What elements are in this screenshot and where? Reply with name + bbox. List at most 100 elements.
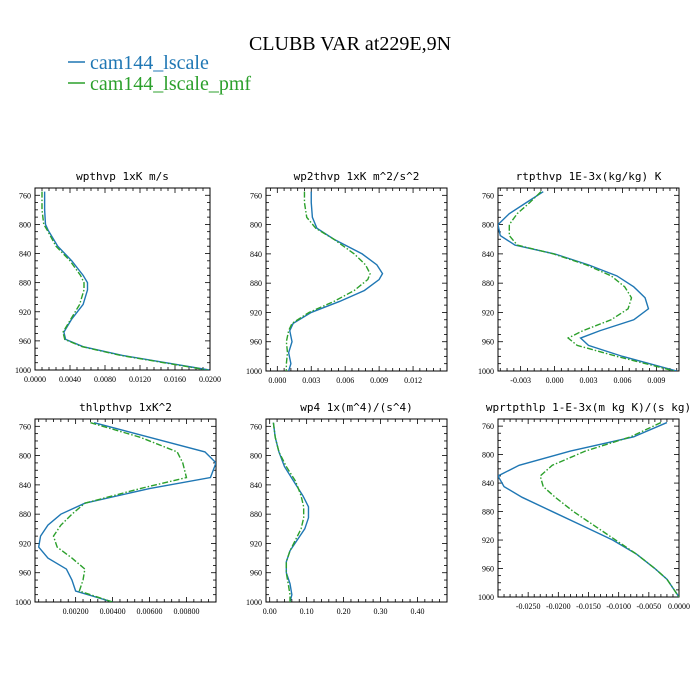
x-tick-label: 0.0000: [24, 375, 46, 384]
x-tick-label: -0.0050: [636, 602, 661, 611]
series-line-cam144-lscale-pmf: [272, 422, 305, 602]
y-tick-label: 840: [482, 250, 494, 259]
x-tick-label: 0.009: [647, 376, 665, 385]
panel-3: rtpthvp 1E-3x(kg/kg) K 760 800 840 880 920 960…: [478, 170, 680, 385]
x-tick-label: 0.0120: [129, 375, 151, 384]
y-tick-label: 840: [250, 481, 262, 490]
panel-title: wpthvp 1xK m/s: [76, 170, 169, 183]
y-tick-label: 800: [482, 451, 494, 460]
y-tick-label: 880: [19, 510, 31, 519]
panel-title: wp4 1x(m^4)/(s^4): [300, 401, 413, 414]
plot-frame: [34, 187, 211, 371]
x-tick-label: -0.0150: [576, 602, 601, 611]
y-tick-label: 880: [250, 510, 262, 519]
y-tick-label: 840: [19, 250, 31, 259]
x-tick-label: -0.0250: [516, 602, 541, 611]
y-tick-label: 1000: [246, 367, 262, 376]
y-tick-label: 960: [250, 338, 262, 347]
series-group: [498, 421, 679, 597]
x-tick-label: 0.0160: [164, 375, 186, 384]
y-tick-label: 880: [250, 279, 262, 288]
legend-label-lscale-pmf: cam144_lscale_pmf: [90, 73, 251, 95]
y-tick-label: 840: [482, 479, 494, 488]
y-tick-label: 880: [482, 279, 494, 288]
y-tick-label: 1000: [246, 598, 262, 607]
y-tick-label: 960: [19, 337, 31, 346]
panels: wpthvp 1xK m/s76080084088092096010000.00…: [15, 170, 691, 616]
series-line-cam144-lscale: [498, 421, 679, 597]
x-tick-label: -0.003: [510, 376, 531, 385]
panel-5: wp4 1x(m^4)/(s^4)76080084088092096010000…: [246, 401, 448, 616]
series-line-cam144-lscale: [37, 421, 216, 602]
y-tick-label: 880: [482, 508, 494, 517]
y-tick-label: 920: [482, 536, 494, 545]
x-tick-label: 0.00600: [137, 607, 163, 616]
x-tick-label: 0.000: [546, 376, 564, 385]
x-tick-label: 0.006: [336, 376, 354, 385]
plot-frame: [497, 418, 680, 598]
x-tick-label: 0.000: [268, 376, 286, 385]
plot-frame: [265, 187, 448, 372]
x-tick-label: 0.006: [613, 376, 631, 385]
y-tick-label: 920: [250, 308, 262, 317]
y-tick-label: 800: [19, 220, 31, 229]
panel-title: wp2thvp 1xK m^2/s^2: [294, 170, 420, 183]
series-line-cam144-lscale: [43, 191, 210, 370]
y-tick-label: 920: [482, 308, 494, 317]
y-tick-label: 760: [482, 422, 494, 431]
y-tick-label: 920: [19, 539, 31, 548]
legend-label-lscale: cam144_lscale: [90, 52, 209, 74]
series-line-cam144-lscale-pmf: [285, 191, 371, 371]
series-line-cam144-lscale-pmf: [52, 421, 188, 602]
series-line-cam144-lscale: [287, 191, 384, 371]
x-tick-label: 0.0000: [668, 602, 690, 611]
series-line-cam144-lscale-pmf: [539, 421, 679, 597]
y-tick-label: 880: [19, 279, 31, 288]
x-tick-label: 0.0200: [199, 375, 221, 384]
y-tick-label: 760: [19, 191, 31, 200]
y-tick-label: 1000: [478, 593, 494, 602]
x-tick-label: 0.00800: [173, 607, 199, 616]
panel-2: wp2thvp 1xK m^2/s^2 760 800 840 880 920 960 100…: [246, 170, 448, 385]
series-line-cam144-lscale-pmf: [41, 191, 208, 370]
x-tick-label: 0.00200: [63, 607, 89, 616]
series-line-cam144-lscale: [498, 191, 677, 371]
series-group: [41, 191, 210, 370]
x-tick-label: 0.20: [337, 607, 351, 616]
y-tick-label: 920: [250, 539, 262, 548]
y-tick-label: 960: [482, 565, 494, 574]
series-group: [285, 191, 384, 371]
y-tick-label: 920: [19, 308, 31, 317]
x-tick-label: -0.0200: [546, 602, 571, 611]
x-tick-label: 0.00: [263, 607, 277, 616]
y-tick-label: 1000: [15, 598, 31, 607]
x-tick-label: 0.009: [370, 376, 388, 385]
y-tick-label: 760: [250, 422, 262, 431]
x-tick-label: 0.10: [300, 607, 314, 616]
panel-1: wpthvp 1xK m/s76080084088092096010000.00…: [15, 170, 221, 384]
y-tick-label: 840: [250, 250, 262, 259]
y-tick-label: 960: [482, 338, 494, 347]
panel-title: wprtpthlp 1-E-3x(m kg K)/(s kg): [486, 401, 691, 414]
plot-frame: [265, 418, 448, 603]
x-tick-label: 0.00400: [100, 607, 126, 616]
series-line-cam144-lscale: [272, 422, 310, 602]
x-tick-label: 0.0040: [59, 375, 81, 384]
x-tick-label: 0.0080: [94, 375, 116, 384]
panel-6: wprtpthlp 1-E-3x(m kg K)/(s kg) 760 800 840…: [478, 401, 691, 611]
panel-4: thlpthvp 1xK^2 760 800 840 880 920 960 1000 0.00…: [15, 401, 217, 616]
x-tick-label: 0.40: [410, 607, 424, 616]
series-line-cam144-lscale-pmf: [508, 191, 675, 371]
y-tick-label: 960: [19, 569, 31, 578]
plot-frame: [34, 418, 217, 603]
series-group: [272, 422, 310, 602]
y-tick-label: 1000: [478, 367, 494, 376]
y-tick-label: 760: [250, 191, 262, 200]
plot-frame: [497, 187, 680, 372]
x-tick-label: 0.003: [580, 376, 598, 385]
y-tick-label: 760: [482, 191, 494, 200]
y-tick-label: 840: [19, 481, 31, 490]
y-tick-label: 800: [482, 221, 494, 230]
y-tick-label: 1000: [15, 366, 31, 375]
